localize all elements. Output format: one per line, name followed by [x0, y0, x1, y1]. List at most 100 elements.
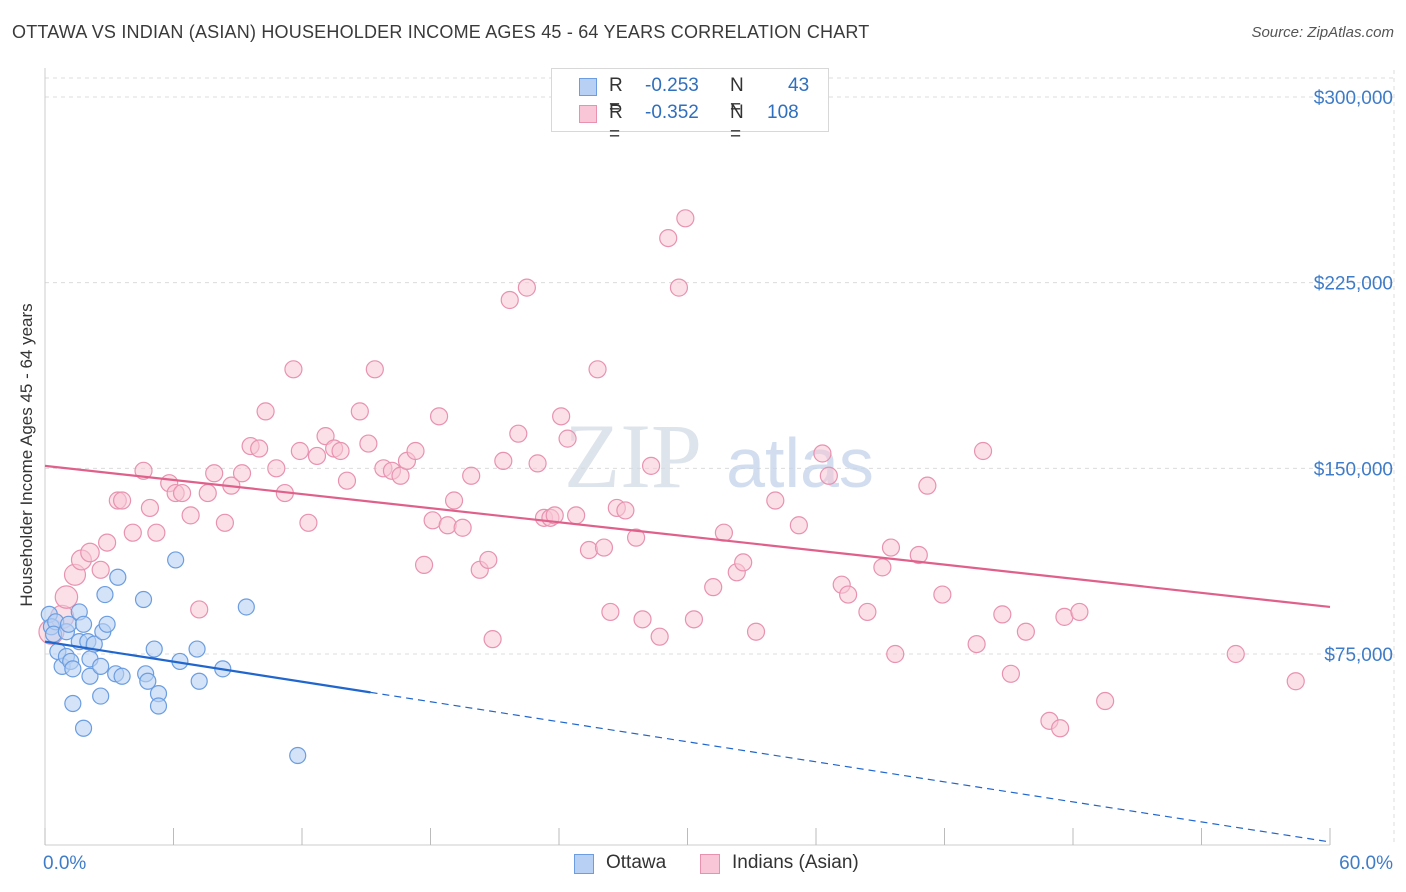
- indian-asian-point: [734, 553, 753, 572]
- indian-asian-point: [215, 513, 234, 532]
- indian-asian-point: [641, 456, 661, 475]
- ottawa-point: [96, 585, 114, 604]
- indian-asian-point: [198, 483, 217, 503]
- ottawa-point: [109, 568, 127, 586]
- indian-asian-point: [858, 602, 877, 622]
- ottawa-point: [92, 657, 110, 675]
- series-ottawa-points: [40, 551, 307, 765]
- indian-asian-point: [881, 538, 901, 557]
- indian-asian-point: [1016, 622, 1035, 641]
- x-tick-label: 60.0%: [1339, 853, 1393, 874]
- ottawa-swatch: [574, 854, 594, 874]
- indian-asian-trend-line: [44, 464, 1331, 609]
- legend-label: Indians (Asian): [732, 852, 859, 873]
- indian-asian-point: [659, 228, 678, 248]
- indian-asian-point: [601, 602, 620, 622]
- indian-swatch: [700, 854, 720, 874]
- indian-asian-point: [140, 498, 160, 518]
- x-tick-label: 0.0%: [43, 853, 86, 874]
- indian-asian-point: [509, 424, 528, 443]
- indian-asian-point: [909, 545, 928, 565]
- watermark-zip: ZIP: [564, 405, 702, 507]
- indian-asian-point: [250, 439, 269, 458]
- ottawa-point: [149, 697, 168, 715]
- ottawa-point: [74, 719, 93, 737]
- indian-asian-point: [147, 523, 166, 542]
- ottawa-point: [81, 667, 99, 685]
- indian-asian-point: [918, 476, 937, 495]
- indian-asian-point: [453, 518, 472, 537]
- indian-asian-point: [123, 523, 142, 542]
- indian-swatch: [579, 105, 597, 123]
- indian-asian-point: [80, 542, 100, 563]
- indian-asian-point: [494, 451, 513, 471]
- ottawa-point: [74, 615, 93, 633]
- indian-asian-point: [406, 441, 425, 461]
- y-tick-label: $75,000: [1324, 645, 1393, 666]
- indian-asian-point: [134, 461, 153, 480]
- indian-asian-point: [579, 540, 599, 560]
- indian-asian-point: [517, 278, 536, 297]
- indian-asian-point: [789, 516, 808, 535]
- ottawa-point: [134, 590, 153, 609]
- indian-asian-point: [567, 506, 586, 525]
- indian-asian-point: [232, 464, 252, 483]
- indian-asian-point: [307, 446, 327, 466]
- indian-asian-point: [558, 429, 577, 448]
- ottawa-trend-line: [44, 640, 371, 694]
- indian-asian-point: [626, 528, 646, 547]
- indian-asian-point: [284, 360, 303, 379]
- legend: Ottawa Indians (Asian): [0, 852, 1406, 876]
- ottawa-point: [98, 615, 116, 633]
- indian-asian-point: [886, 644, 905, 664]
- source-label: Source: ZipAtlas.com: [1251, 24, 1394, 41]
- n-label: N =: [730, 102, 744, 145]
- indian-asian-point: [676, 209, 695, 228]
- indian-asian-point: [873, 558, 892, 577]
- indian-asian-point: [299, 513, 318, 532]
- r-label: R =: [609, 102, 623, 145]
- indian-asian-point: [1001, 664, 1020, 683]
- indian-asian-point: [746, 622, 766, 641]
- indian-asian-point: [414, 555, 434, 574]
- indian-asian-point: [438, 516, 457, 535]
- indian-asian-point: [1051, 719, 1070, 738]
- indian-asian-point: [1070, 602, 1089, 622]
- indian-asian-point: [813, 444, 832, 463]
- y-axis-title: Householder Income Ages 45 - 64 years: [17, 303, 36, 607]
- indian-asian-point: [684, 610, 704, 629]
- indian-asian-point: [365, 360, 384, 379]
- n-value: 43: [788, 75, 810, 96]
- indian-asian-point: [594, 538, 614, 557]
- ottawa-point: [113, 667, 131, 685]
- indian-asian-point: [633, 610, 652, 629]
- ottawa-swatch: [579, 78, 597, 96]
- series-indian-asian-points: [38, 209, 1305, 738]
- indian-asian-point: [704, 578, 723, 597]
- indian-asian-point: [91, 560, 110, 579]
- indian-asian-point: [316, 427, 335, 446]
- indian-asian-point: [290, 441, 309, 461]
- indian-asian-point: [54, 585, 79, 609]
- indian-asian-point: [462, 466, 481, 485]
- indian-asian-point: [1286, 672, 1305, 691]
- axes: [44, 68, 1331, 846]
- indian-asian-point: [444, 491, 464, 510]
- indian-asian-point: [650, 627, 669, 646]
- n-label: N =: [730, 75, 744, 118]
- indian-asian-point: [766, 491, 785, 510]
- watermark: ZIP atlas: [564, 405, 874, 507]
- ottawa-point: [190, 672, 208, 690]
- ottawa-point: [188, 640, 206, 658]
- watermark-atlas: atlas: [726, 424, 874, 502]
- ottawa-point: [289, 746, 307, 765]
- y-tick-label: $150,000: [1314, 459, 1393, 480]
- indian-asian-point: [98, 533, 117, 552]
- indian-asian-point: [500, 290, 519, 310]
- indian-asian-point: [483, 630, 502, 649]
- ottawa-point: [139, 672, 157, 690]
- indian-asian-point: [1226, 644, 1245, 664]
- indian-asian-point: [545, 506, 564, 525]
- n-value: 108: [767, 102, 799, 123]
- indian-asian-point: [350, 402, 369, 421]
